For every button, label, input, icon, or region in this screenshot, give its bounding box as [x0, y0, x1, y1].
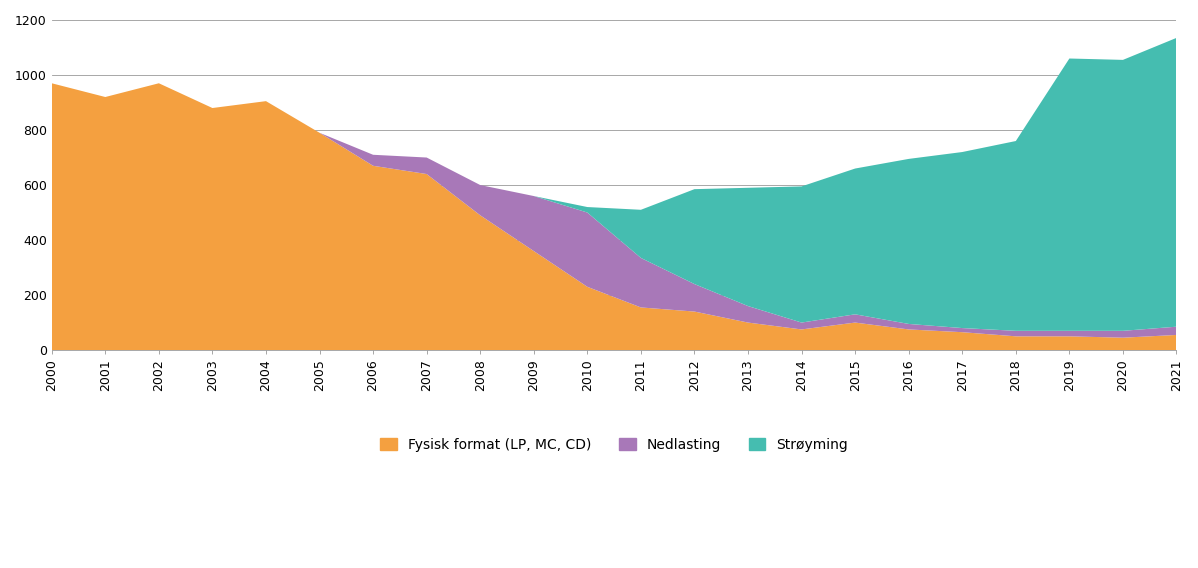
Legend: Fysisk format (LP, MC, CD), Nedlasting, Strøyming: Fysisk format (LP, MC, CD), Nedlasting, … — [373, 431, 855, 458]
